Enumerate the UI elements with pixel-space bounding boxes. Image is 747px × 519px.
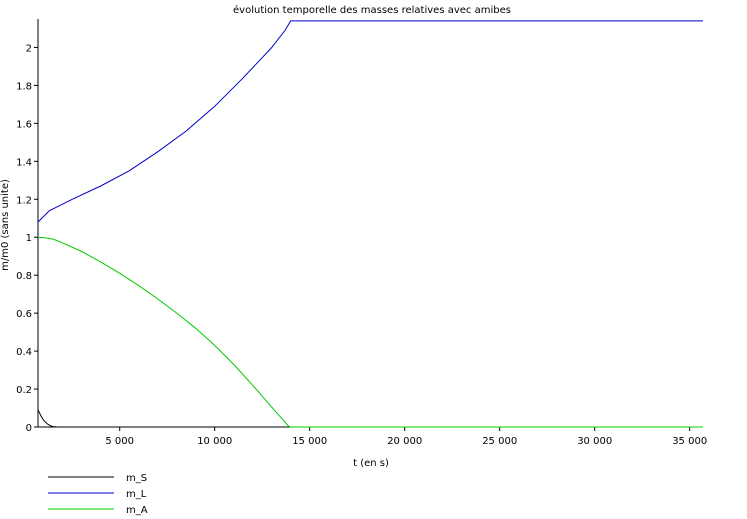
x-axis-label: t (en s)	[353, 458, 389, 469]
x-tick-label: 35 000	[672, 436, 707, 447]
x-tick-label: 5 000	[105, 436, 134, 447]
legend: m_S m_L m_A	[48, 473, 148, 516]
legend-label: m_A	[126, 505, 148, 516]
y-tick-label: 1.4	[16, 157, 32, 168]
y-ticks: 0 0.2 0.4 0.6 0.8 1 1.2 1.4 1.6 1.8 2	[16, 43, 38, 434]
y-tick-label: 1.2	[16, 195, 32, 206]
legend-label: m_L	[126, 489, 147, 500]
x-tick-label: 15 000	[292, 436, 327, 447]
y-tick-label: 1	[26, 233, 32, 244]
series-lines	[37, 20, 703, 428]
y-tick-label: 0.4	[16, 347, 32, 358]
x-ticks: 5 000 10 000 15 000 20 000 25 000 30 000 35 00…	[105, 427, 707, 447]
y-tick-label: 2	[26, 43, 32, 54]
y-axis-label: m/m0 (sans unite)	[0, 179, 11, 271]
y-tick-label: 1.8	[16, 81, 32, 92]
x-tick-label: 25 000	[482, 436, 517, 447]
series-line-m-a	[37, 236, 703, 428]
x-tick-label: 30 000	[577, 436, 612, 447]
x-tick-label: 20 000	[387, 436, 422, 447]
y-tick-label: 0	[26, 423, 32, 434]
y-tick-label: 0.2	[16, 385, 32, 396]
series-line-m-s	[37, 409, 58, 428]
axes	[37, 19, 703, 428]
y-tick-label: 1.6	[16, 119, 32, 130]
x-tick-label: 10 000	[197, 436, 232, 447]
legend-label: m_S	[126, 473, 147, 484]
chart-title: évolution temporelle des masses relative…	[233, 4, 511, 16]
series-line-m-l	[37, 20, 703, 223]
y-tick-label: 0.8	[16, 271, 32, 282]
y-tick-label: 0.6	[16, 309, 32, 320]
